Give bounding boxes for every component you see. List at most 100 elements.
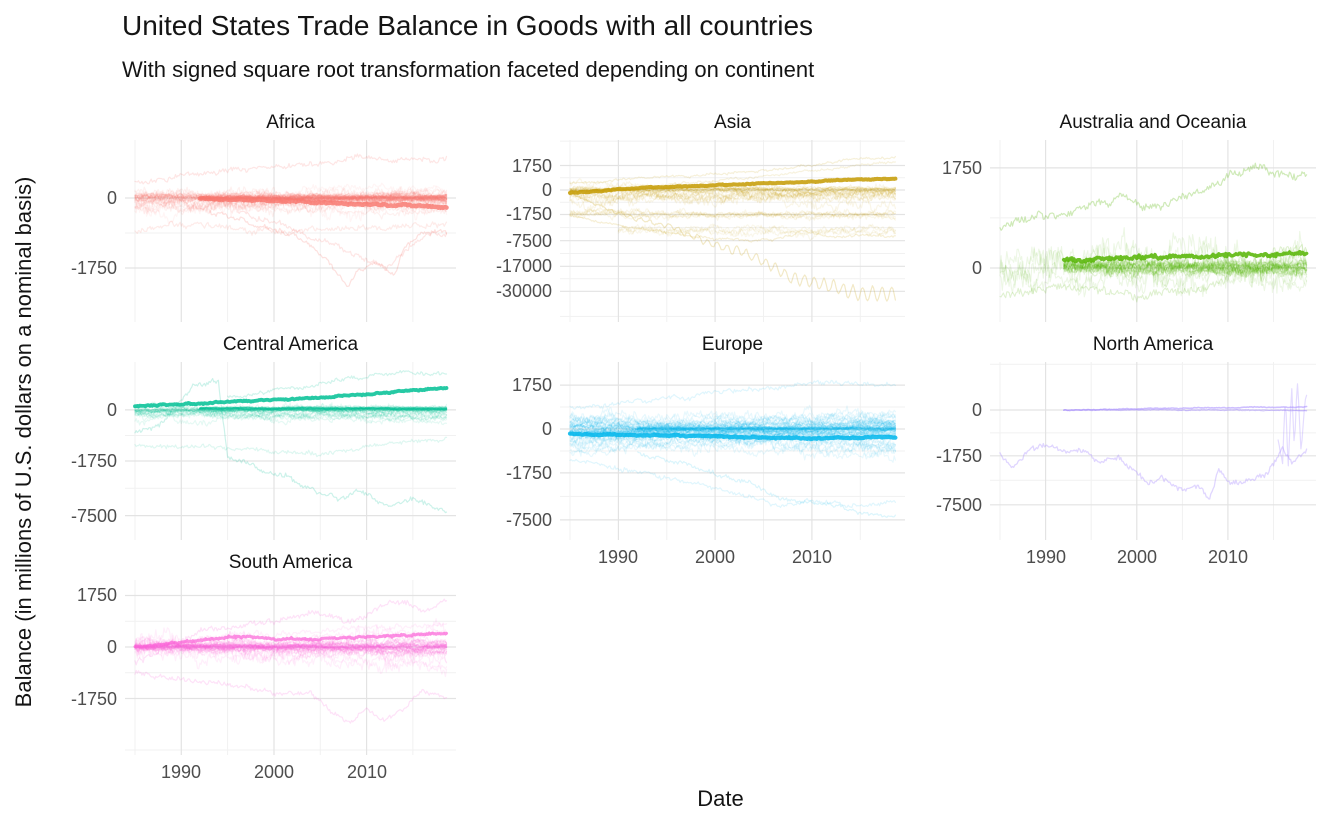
country-line-europe: [569, 423, 896, 437]
country-line-europe: [569, 419, 896, 435]
country-line-africa: [199, 193, 448, 201]
country-line-south-america: [134, 637, 448, 654]
facet-title-europe: Europe: [701, 334, 764, 355]
facet-panel-central-america: [125, 362, 456, 540]
country-line-australia-and-oceania: [1063, 257, 1308, 281]
country-line-europe: [569, 427, 896, 440]
series-line-asia: [569, 155, 896, 185]
country-line-central-america: [134, 407, 448, 427]
y-tick-label-asia: 1750: [511, 156, 552, 176]
y-tick-label-north-america: -7500: [935, 495, 982, 515]
country-line-australia-and-oceania: [1063, 256, 1308, 282]
country-line-south-america: [134, 643, 448, 652]
y-tick-label-south-america: 0: [106, 637, 117, 657]
country-line-north-america: [1063, 408, 1308, 412]
y-tick-label-north-america: -1750: [935, 446, 982, 466]
country-line-central-america: [134, 410, 448, 424]
country-line-central-america: [199, 405, 448, 411]
y-tick-label-asia: -1750: [505, 204, 552, 224]
country-line-europe: [637, 426, 897, 432]
country-line-africa: [199, 194, 448, 203]
country-line-asia: [617, 226, 896, 238]
country-line-europe: [637, 426, 897, 432]
country-line-europe: [569, 423, 896, 440]
country-line-asia: [569, 185, 896, 194]
country-line-africa: [134, 192, 448, 203]
facet-title-north-america: North America: [1092, 334, 1214, 355]
country-line-europe: [637, 426, 897, 431]
country-line-asia: [569, 208, 896, 222]
country-line-africa: [134, 188, 448, 206]
country-line-africa: [134, 187, 448, 202]
country-line-south-america: [134, 641, 448, 657]
country-line-europe: [569, 420, 896, 437]
country-line-central-america: [199, 405, 448, 412]
facet-title-south-america: South America: [228, 552, 353, 573]
country-line-asia: [569, 179, 896, 203]
series-line-asia: [569, 214, 896, 243]
series-line-europe: [637, 451, 896, 518]
y-tick-label-asia: -17000: [495, 256, 552, 276]
country-line-europe: [637, 428, 897, 435]
country-line-south-america: [134, 644, 448, 678]
country-line-europe: [569, 416, 896, 450]
series-line-africa: [134, 220, 448, 236]
country-line-europe: [637, 425, 897, 434]
series-line-europe: [567, 431, 898, 442]
country-line-asia: [569, 183, 896, 206]
country-line-europe: [569, 421, 896, 456]
series-line-asia: [569, 192, 896, 302]
country-line-africa: [199, 192, 448, 202]
y-tick-label-europe: -1750: [505, 463, 552, 483]
country-line-europe: [637, 425, 897, 430]
country-line-central-america: [199, 406, 448, 412]
series-line-asia: [568, 176, 898, 195]
country-line-australia-and-oceania: [999, 262, 1308, 292]
country-line-central-america: [199, 405, 448, 412]
country-line-australia-and-oceania: [1063, 260, 1308, 274]
country-line-central-america: [199, 406, 448, 412]
x-axis-title: Date: [697, 786, 744, 811]
y-tick-label-north-america: 0: [971, 400, 982, 420]
country-line-europe: [637, 426, 897, 432]
country-line-asia: [569, 210, 896, 220]
country-line-south-america: [134, 644, 448, 657]
country-line-central-america: [134, 408, 448, 413]
country-line-central-america: [134, 407, 448, 415]
country-line-africa: [134, 190, 448, 206]
country-line-central-america: [199, 406, 448, 412]
country-line-europe: [569, 413, 896, 455]
country-line-europe: [569, 436, 896, 460]
y-tick-label-south-america: -1750: [70, 689, 117, 709]
x-tick-label-europe: 2000: [694, 547, 736, 567]
country-line-europe: [569, 409, 896, 431]
country-line-europe: [569, 417, 896, 444]
x-tick-label-north-america: 2000: [1116, 547, 1158, 567]
series-line-north-america: [999, 442, 1308, 500]
country-line-africa: [134, 186, 448, 207]
country-line-europe: [569, 405, 896, 448]
y-tick-label-australia-and-oceania: 0: [971, 258, 982, 278]
country-line-australia-and-oceania: [1063, 260, 1308, 271]
country-line-central-america: [199, 406, 448, 413]
country-line-africa: [134, 188, 448, 225]
country-line-europe: [569, 414, 896, 430]
facet-title-central-america: Central America: [222, 334, 359, 355]
country-line-south-america: [134, 633, 448, 657]
country-line-europe: [637, 426, 897, 432]
country-line-central-america: [199, 406, 448, 411]
series-line-africa: [197, 195, 449, 211]
chart-subtitle: With signed square root transformation f…: [122, 57, 815, 82]
series-line-north-america: [1277, 383, 1308, 467]
country-line-central-america: [134, 402, 448, 420]
country-line-south-america: [134, 640, 448, 650]
x-tick-label-north-america: 2010: [1207, 547, 1249, 567]
country-line-europe: [569, 419, 896, 430]
country-line-south-america: [134, 642, 448, 654]
country-line-north-america: [1063, 408, 1308, 412]
country-line-asia: [569, 185, 896, 204]
country-line-asia: [569, 210, 896, 218]
country-line-australia-and-oceania: [1063, 259, 1308, 278]
facet-title-asia: Asia: [714, 112, 751, 133]
country-line-central-america: [199, 406, 448, 412]
